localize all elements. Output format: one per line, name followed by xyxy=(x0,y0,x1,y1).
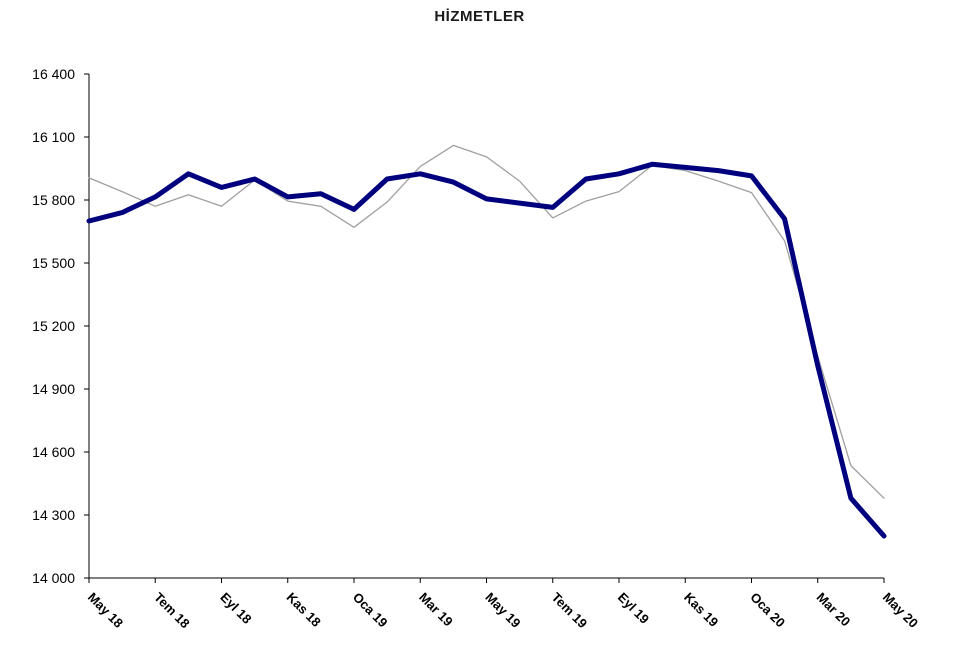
x-tick-label: Tem 19 xyxy=(549,590,591,632)
y-tick-label: 15 500 xyxy=(32,255,75,271)
x-tick-label: May 19 xyxy=(482,590,523,631)
x-tick-label: Tem 18 xyxy=(151,590,193,632)
y-tick-label: 15 800 xyxy=(32,192,75,208)
x-tick-label: May 18 xyxy=(85,590,126,631)
y-tick-label: 16 400 xyxy=(32,66,75,82)
series-line-1 xyxy=(88,144,885,499)
x-tick-label: Oca 20 xyxy=(747,590,788,631)
x-tick-label: May 20 xyxy=(880,590,921,631)
x-tick-label: Mar 20 xyxy=(814,590,854,630)
y-tick-label: 14 900 xyxy=(32,381,75,397)
chart-title: HİZMETLER xyxy=(434,8,525,25)
y-tick-label: 14 600 xyxy=(32,444,75,460)
x-tick-label: Mar 19 xyxy=(416,590,456,630)
x-tick-label: Eyl 18 xyxy=(217,590,254,627)
y-tick-label: 14 000 xyxy=(32,570,75,586)
y-tick-label: 15 200 xyxy=(32,318,75,334)
y-tick-label: 16 100 xyxy=(32,129,75,145)
x-tick-label: Oca 19 xyxy=(350,590,391,631)
x-tick-label: Kas 19 xyxy=(681,590,721,630)
y-tick-label: 14 300 xyxy=(32,507,75,523)
series-line-2 xyxy=(86,161,887,539)
x-tick-label: Kas 18 xyxy=(284,590,324,630)
x-tick-label: Eyl 19 xyxy=(615,590,652,627)
